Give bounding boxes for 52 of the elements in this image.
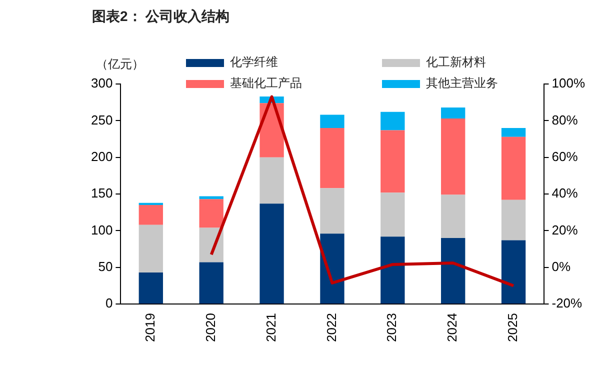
bar	[199, 199, 224, 228]
bar	[380, 192, 405, 237]
y-tick-label: 50	[98, 258, 113, 274]
bar	[199, 196, 224, 200]
y-tick-label: 150	[90, 186, 113, 201]
chart-title: 图表2： 公司收入结构	[92, 8, 230, 26]
bar	[380, 236, 405, 304]
y-tick-label: 100	[90, 222, 113, 238]
bar	[441, 194, 466, 238]
x-tick-label: 2020	[202, 313, 218, 342]
legend-label: 基础化工产品	[230, 75, 302, 92]
y2-tick-label: 40%	[552, 186, 578, 201]
y-axis-title: （亿元）	[96, 56, 144, 73]
bar	[320, 188, 344, 234]
bar	[320, 128, 344, 188]
y-tick-label: 200	[90, 148, 113, 164]
bar	[441, 118, 466, 195]
bar	[320, 234, 344, 304]
x-tick-label: 2024	[444, 313, 460, 342]
bar	[320, 114, 344, 128]
bar	[380, 112, 405, 130]
bar	[441, 107, 466, 118]
legend-label: 化学纤维	[230, 54, 278, 71]
bar	[138, 202, 163, 206]
bar	[380, 130, 405, 193]
y2-tick-label: 20%	[552, 222, 578, 238]
y2-tick-label: 60%	[552, 148, 578, 164]
x-tick-label: 2022	[324, 313, 339, 342]
bar	[501, 136, 526, 200]
bar	[138, 224, 163, 273]
bar	[138, 205, 163, 225]
y-tick-label: 300	[90, 76, 113, 91]
bar	[501, 200, 526, 240]
legend-label: 化工新材料	[426, 54, 486, 71]
bar	[501, 240, 526, 304]
bar	[501, 128, 526, 137]
x-tick-label: 2025	[505, 313, 520, 342]
y2-tick-label: 80%	[552, 112, 578, 128]
bar	[199, 262, 224, 304]
y-tick-label: 250	[90, 112, 113, 128]
bar	[260, 204, 284, 304]
y2-tick-label: -20%	[552, 296, 583, 311]
x-tick-label: 2019	[142, 313, 158, 342]
y-tick-label: 0	[105, 296, 113, 311]
bar	[441, 238, 466, 304]
x-tick-label: 2021	[263, 313, 278, 342]
bar	[138, 272, 163, 304]
x-tick-label: 2023	[384, 313, 400, 342]
y2-tick-label: 0%	[552, 258, 571, 274]
legend-label: 其他主营业务	[426, 75, 498, 92]
y2-tick-label: 100%	[552, 76, 586, 91]
bar	[260, 157, 284, 204]
